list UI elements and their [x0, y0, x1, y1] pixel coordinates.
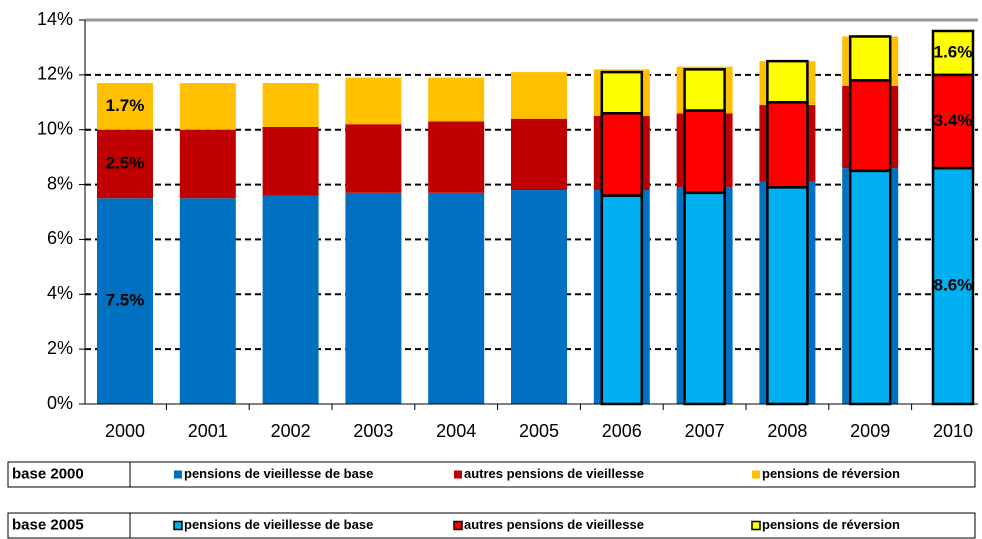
x-tick-label: 2004	[436, 421, 476, 441]
bar-segment	[848, 35, 892, 82]
bar-segment	[511, 190, 567, 404]
bar-segment	[683, 109, 726, 195]
y-tick-label: 14%	[37, 9, 73, 29]
x-tick-label: 2006	[602, 421, 642, 441]
value-label: 1.6%	[934, 42, 973, 61]
legend-label: autres pensions de vieillesse	[464, 517, 644, 532]
x-tick-label: 2010	[933, 421, 973, 441]
bar-segment	[179, 129, 236, 199]
y-tick-label: 10%	[37, 118, 73, 138]
legend-base-label: base 2005	[12, 516, 84, 533]
x-tick-label: 2002	[271, 421, 311, 441]
legend-swatch	[752, 470, 760, 479]
x-tick-label: 2000	[105, 421, 145, 441]
grid	[85, 18, 978, 351]
legend-label: pensions de vieillesse de base	[184, 517, 373, 532]
bar-segment	[428, 192, 485, 404]
bar-segment	[428, 121, 485, 193]
y-tick-label: 0%	[47, 393, 73, 413]
legend-label: pensions de vieillesse de base	[184, 466, 373, 481]
x-tick-label: 2008	[767, 421, 807, 441]
legend-label: autres pensions de vieillesse	[464, 466, 644, 481]
bar-segment	[766, 101, 809, 189]
bars	[97, 29, 975, 406]
x-tick-label: 2009	[850, 421, 890, 441]
y-tick-label: 6%	[47, 228, 73, 248]
bar-segment	[345, 77, 402, 125]
bar-segment	[179, 83, 236, 130]
y-tick-label: 12%	[37, 64, 73, 84]
bar-segment	[97, 129, 153, 199]
bar-segment	[262, 195, 319, 404]
bar-segment	[511, 72, 567, 119]
bar-segment	[766, 186, 809, 406]
legend-swatch	[454, 470, 462, 479]
legend-swatch	[751, 520, 761, 531]
value-label: 1.7%	[106, 96, 145, 115]
y-tick-label: 8%	[47, 173, 73, 193]
legend-box	[7, 461, 976, 488]
x-tick-label: 2003	[353, 421, 393, 441]
bar-segment	[683, 68, 726, 112]
bar-segment	[600, 194, 644, 406]
bar-segment	[511, 118, 567, 191]
bar-segment	[97, 83, 153, 130]
bar-segment	[262, 126, 319, 196]
bar-segment	[931, 29, 975, 77]
x-tick-label: 2005	[519, 421, 559, 441]
bar-segment	[262, 83, 319, 127]
bar-segment	[97, 198, 153, 404]
value-label: 3.4%	[934, 111, 973, 130]
legend-swatch	[453, 520, 463, 531]
bar-segment	[848, 169, 892, 406]
legend-swatch	[173, 520, 183, 531]
value-label: 2.5%	[106, 153, 145, 172]
value-label: 7.5%	[106, 291, 145, 310]
legend-swatch	[174, 470, 182, 479]
legend-base-label: base 2000	[12, 465, 84, 482]
bar-segment	[600, 112, 644, 197]
bar-segment	[600, 70, 644, 115]
bar-segment	[683, 191, 726, 406]
y-tick-label: 2%	[47, 338, 73, 358]
bar-segment	[766, 59, 809, 104]
legend-box	[7, 512, 976, 539]
y-tick-label: 4%	[47, 283, 73, 303]
bar-segment	[428, 77, 485, 122]
bar-segment	[179, 198, 236, 404]
x-tick-label: 2007	[685, 421, 725, 441]
value-label: 8.6%	[934, 276, 973, 295]
bar-segment	[345, 124, 402, 193]
bar-segment	[345, 192, 402, 404]
bar-segment	[848, 79, 892, 173]
legend-label: pensions de réversion	[762, 517, 900, 532]
x-tick-label: 2001	[188, 421, 228, 441]
legend-label: pensions de réversion	[762, 466, 900, 481]
